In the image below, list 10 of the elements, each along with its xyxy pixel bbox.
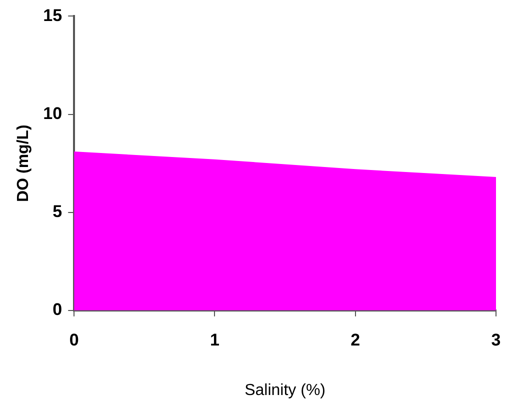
x-axis-title: Salinity (%) [244, 382, 326, 399]
x-tick-label: 3 [491, 330, 501, 350]
y-tick-label: 5 [52, 202, 62, 222]
x-tick-label: 1 [210, 330, 220, 350]
y-axis-title: DO (mg/L) [15, 124, 32, 202]
x-tick-label: 2 [350, 330, 360, 350]
y-tick-label: 0 [52, 300, 62, 320]
x-tick-label: 0 [69, 330, 79, 350]
y-tick-label: 10 [43, 104, 62, 123]
y-tick-label: 15 [43, 6, 62, 25]
